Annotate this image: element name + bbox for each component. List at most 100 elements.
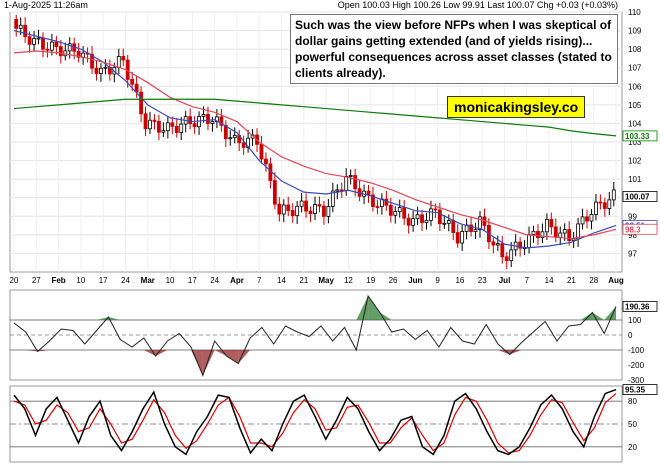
candle-body [402, 207, 407, 219]
candle-body [99, 67, 103, 74]
x-tick-label: Mar [141, 276, 155, 285]
candle-body [50, 41, 54, 51]
candle-body [531, 230, 536, 236]
candle-body [536, 230, 540, 239]
ma_mid-line [13, 50, 617, 240]
candle-body [174, 125, 179, 133]
candle-body [143, 113, 148, 130]
annotation-box: Such was the view before NFPs when I was… [290, 14, 618, 84]
cci-line [13, 294, 617, 377]
candle-body [607, 199, 612, 209]
candle-body [446, 220, 451, 224]
candle-body [116, 56, 121, 68]
price-tick-label: 101 [628, 175, 642, 184]
candle-body [206, 114, 210, 124]
candle-body [562, 229, 567, 234]
candle-body [228, 137, 233, 140]
candle-body [90, 53, 94, 69]
candle-body [188, 116, 193, 125]
cci-last-value: 190.36 [625, 302, 650, 311]
stoch-d-line [13, 393, 617, 454]
candle-body [495, 243, 500, 246]
candle-body [424, 219, 429, 224]
x-tick-label: 10 [166, 276, 175, 285]
candle-body [272, 180, 277, 205]
price-tick-label: 102 [628, 157, 642, 166]
price-marker-box [622, 191, 658, 202]
candle-body [170, 122, 175, 127]
cci-tick-label: 100 [628, 316, 642, 325]
candle-body [406, 217, 411, 226]
candle-body [558, 232, 563, 238]
candle-body [295, 205, 300, 217]
price-tick-label: 97 [628, 249, 637, 258]
candle-body [313, 204, 317, 214]
candle-body [366, 190, 371, 196]
x-tick-label: Aug [608, 276, 624, 285]
candle-body [549, 219, 554, 228]
x-tick-label: Feb [51, 276, 65, 285]
cci-tick-label: -300 [628, 376, 645, 385]
stoch-tick-label: 80 [628, 397, 637, 406]
candle-body [611, 189, 616, 201]
stoch-tick-label: 20 [628, 443, 637, 452]
candle-body [322, 205, 326, 217]
price-tick-label: 108 [628, 45, 642, 54]
candle-body [23, 24, 28, 38]
candle-body [14, 19, 19, 29]
price-marker-box [622, 130, 658, 142]
price-tick-label: 104 [628, 119, 642, 128]
candle-body [223, 124, 228, 140]
candle-body [455, 232, 460, 244]
cci-oversold-fill [497, 350, 510, 355]
candle-body [353, 175, 358, 190]
x-tick-label: May [318, 276, 334, 285]
candle-body [232, 135, 237, 139]
price-tick-label: 110 [628, 8, 641, 17]
price-marker-label: 98.3 [625, 225, 641, 234]
x-tick-label: 7 [525, 276, 530, 285]
candle-body [589, 214, 594, 222]
candle-body [76, 50, 81, 58]
candle-body [281, 204, 286, 215]
ma_long-line [13, 98, 617, 137]
candle-body [585, 216, 589, 222]
stoch-tick-label: 50 [628, 420, 637, 429]
price-tick-label: 99 [628, 212, 637, 221]
candle-body [157, 121, 161, 133]
x-tick-label: 24 [121, 276, 130, 285]
candle-body [130, 78, 135, 85]
cci-oversold-fill [25, 350, 38, 352]
candle-body [326, 206, 331, 217]
candle-body [433, 208, 438, 211]
candle-body [317, 204, 322, 207]
cci-tick-label: 0 [628, 331, 633, 340]
candle-body [335, 189, 340, 192]
candle-body [330, 190, 335, 207]
x-tick-label: 26 [389, 276, 398, 285]
candle-body [54, 41, 59, 47]
x-tick-label: 28 [589, 276, 598, 285]
candle-body [393, 211, 398, 216]
candle-body [540, 231, 545, 239]
stoch-last-box [622, 384, 658, 395]
x-tick-label: 16 [455, 276, 464, 285]
candle-body [290, 210, 295, 217]
candle-body [553, 226, 558, 238]
candle-body [259, 143, 264, 160]
candle-body [371, 194, 375, 207]
candle-body [299, 200, 304, 207]
candle-body [32, 38, 36, 45]
x-tick-label: 12 [344, 276, 353, 285]
cci-oversold-fill [37, 350, 50, 352]
candle-body [388, 204, 393, 216]
candle-body [469, 224, 473, 232]
ohlc-readout: Open 100.03 High 100.26 Low 99.91 Last 1… [337, 0, 618, 10]
candle-body [219, 116, 224, 126]
x-tick-label: 9 [435, 276, 440, 285]
candle-body [478, 216, 482, 231]
candle-body [451, 220, 456, 233]
candle-body [148, 119, 152, 130]
stoch-last-value: 95.35 [625, 386, 646, 395]
cci-overbought-fill [108, 317, 121, 320]
